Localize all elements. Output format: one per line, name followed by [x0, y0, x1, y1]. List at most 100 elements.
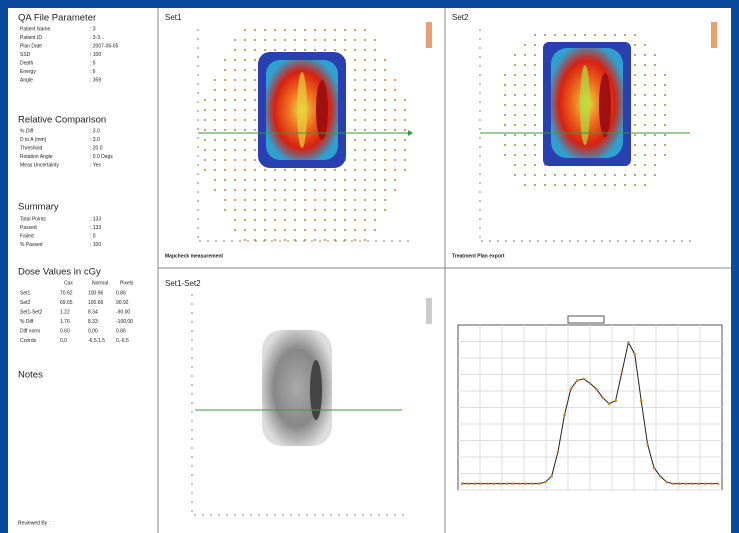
dot	[274, 179, 276, 181]
profile-point	[480, 482, 483, 485]
tick-dot	[191, 348, 193, 350]
dot	[224, 209, 226, 211]
tick-dot	[479, 209, 481, 211]
tick-dot	[399, 240, 401, 242]
dot	[664, 94, 666, 96]
dot	[394, 159, 396, 161]
profile-point	[717, 482, 720, 485]
tick-dot	[258, 514, 260, 516]
dot	[244, 119, 246, 121]
dot	[644, 84, 646, 86]
dose-value: 70.62	[60, 290, 73, 296]
profile-point	[570, 388, 573, 391]
dot	[204, 99, 206, 101]
dot	[344, 209, 346, 211]
dot	[354, 89, 356, 91]
dot	[304, 229, 306, 231]
row-label: Coords	[20, 338, 37, 344]
dot	[604, 174, 606, 176]
dot	[234, 199, 236, 201]
dot	[654, 124, 656, 126]
dot	[214, 89, 216, 91]
dot	[294, 29, 296, 31]
dose-map	[599, 73, 611, 137]
dot	[254, 79, 256, 81]
dot	[244, 139, 246, 141]
dot	[374, 109, 376, 111]
dot	[634, 84, 636, 86]
profile-point	[602, 397, 605, 400]
dot	[224, 179, 226, 181]
dot	[404, 159, 406, 161]
dot	[254, 59, 256, 61]
dot	[634, 104, 636, 106]
tick-dot	[657, 240, 659, 242]
dot	[624, 184, 626, 186]
tick-dot	[191, 456, 193, 458]
profile-point	[704, 482, 707, 485]
dose-value: -6.5,1.5	[88, 338, 105, 344]
tick-dot	[343, 240, 345, 242]
tick-dot	[479, 74, 481, 76]
dot	[644, 174, 646, 176]
field-label: Passed	[20, 225, 37, 231]
tick-dot	[191, 384, 193, 386]
dot	[524, 94, 526, 96]
row-label: Set1	[20, 290, 31, 296]
dot	[324, 219, 326, 221]
dot	[354, 109, 356, 111]
dot	[604, 184, 606, 186]
dot	[284, 239, 286, 241]
dot	[524, 184, 526, 186]
row-label: Diff norm	[20, 328, 40, 334]
dot	[524, 134, 526, 136]
tick-dot	[263, 240, 265, 242]
dot	[634, 34, 636, 36]
dot	[234, 209, 236, 211]
dot	[564, 34, 566, 36]
tick-dot	[191, 393, 193, 395]
tick-dot	[479, 65, 481, 67]
dot	[284, 39, 286, 41]
tick-dot	[197, 128, 199, 130]
dot	[394, 99, 396, 101]
dot	[364, 49, 366, 51]
dot	[364, 179, 366, 181]
dot	[364, 119, 366, 121]
field-value: : Yes	[90, 162, 101, 168]
row-label: % Diff	[20, 319, 34, 325]
tick-dot	[479, 137, 481, 139]
dot	[374, 179, 376, 181]
tick-dot	[191, 366, 193, 368]
tick-dot	[601, 240, 603, 242]
dot	[504, 74, 506, 76]
dot	[644, 164, 646, 166]
dot	[304, 49, 306, 51]
dose-value: 0,0	[60, 338, 67, 344]
tick-dot	[479, 155, 481, 157]
color-scale	[711, 22, 717, 48]
dot	[244, 199, 246, 201]
dot	[324, 229, 326, 231]
tick-dot	[489, 240, 491, 242]
dot	[384, 199, 386, 201]
dot	[634, 174, 636, 176]
dot	[524, 54, 526, 56]
field-label: Threshold	[20, 145, 42, 151]
dot	[284, 229, 286, 231]
dot	[394, 179, 396, 181]
dot	[304, 209, 306, 211]
dot	[634, 164, 636, 166]
profile-point	[493, 482, 496, 485]
dot	[244, 109, 246, 111]
profile-point	[467, 482, 470, 485]
dot	[354, 189, 356, 191]
dot	[314, 189, 316, 191]
tick-dot	[197, 137, 199, 139]
dot	[504, 94, 506, 96]
dot	[244, 229, 246, 231]
dot	[664, 124, 666, 126]
dot	[354, 129, 356, 131]
tick-dot	[191, 303, 193, 305]
dot	[354, 49, 356, 51]
